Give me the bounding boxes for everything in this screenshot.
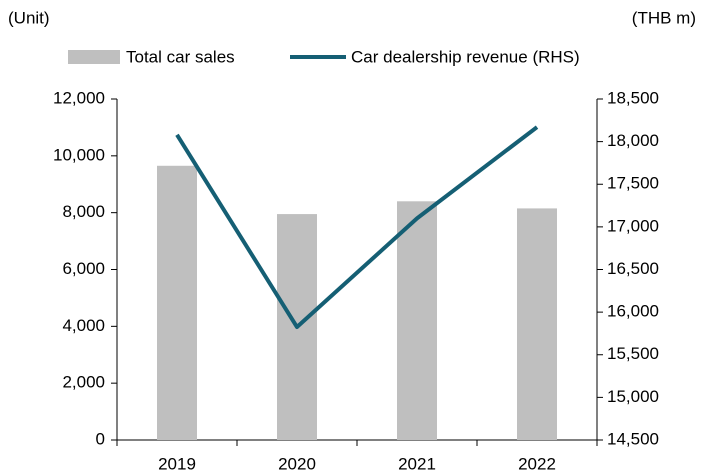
bar [397,201,437,440]
y-unit: (Unit) [8,8,50,27]
legend-swatch [68,50,120,64]
y-tick-label: 2,000 [62,373,105,392]
y2-tick-label: 17,000 [607,216,659,235]
legend-label: Total car sales [126,47,235,66]
y2-tick-label: 18,000 [607,131,659,150]
y2-tick-label: 17,500 [607,174,659,193]
y-tick-label: 12,000 [53,88,105,107]
y-tick-label: 10,000 [53,145,105,164]
y2-tick-label: 15,500 [607,344,659,363]
y2-tick-label: 14,500 [607,429,659,448]
y-tick-label: 0 [96,429,105,448]
y-tick-label: 6,000 [62,259,105,278]
x-tick-label: 2020 [278,454,316,473]
line [175,125,539,330]
x-tick-label: 2019 [158,454,196,473]
y2-tick-label: 18,500 [607,88,659,107]
y2-unit: (THB m) [632,8,696,27]
y2-tick-label: 16,500 [607,259,659,278]
y2-tick-label: 15,000 [607,387,659,406]
legend-label: Car dealership revenue (RHS) [351,47,580,66]
y-tick-label: 4,000 [62,316,105,335]
bar [157,165,197,440]
y2-tick-label: 16,000 [607,302,659,321]
x-tick-label: 2022 [518,454,556,473]
y-tick-label: 8,000 [62,202,105,221]
x-tick-label: 2021 [398,454,436,473]
bar [517,208,557,440]
